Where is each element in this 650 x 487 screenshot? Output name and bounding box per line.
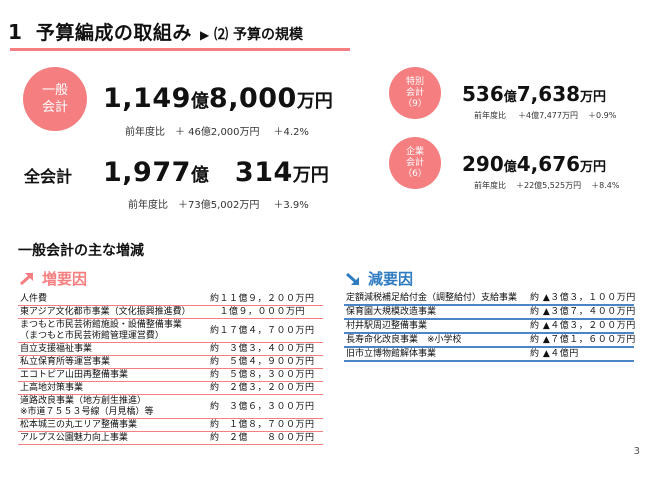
enterprise-account-badge-label: 企業 会計 （6） bbox=[403, 146, 427, 179]
triangle-right-icon: ▶ bbox=[199, 28, 210, 42]
page-subtitle: ⑵ 予算の規模 bbox=[214, 27, 304, 43]
increase-factors-heading: 増要因 bbox=[19, 268, 87, 289]
table-row: 保育園大規模改造事業約 ▲３億７，４００万円 bbox=[344, 306, 635, 320]
table-row: 長寿命化改良事業 ※小学校約 ▲７億１，６００万円 bbox=[344, 334, 635, 348]
general-account-badge: 一般 会計 bbox=[23, 67, 87, 131]
decrease-factors-table: 定額減税補足給付金（調整給付）支給事業約 ▲３億３，１００万円 保育園大規模改造… bbox=[344, 292, 635, 362]
section-number: 1 bbox=[8, 20, 22, 44]
general-account-amount: 1,149億8,000万円 bbox=[103, 83, 333, 114]
table-row: 上高地対策事業約 ２億３，２００万円 bbox=[18, 382, 323, 395]
all-accounts-comparison: 前年度比 ＋73億5,002万円 ＋3.9% bbox=[128, 200, 309, 211]
enterprise-account-comparison: 前年度比 ＋22億5,525万円 ＋8.4% bbox=[474, 181, 620, 190]
increase-factors-table: 人件費 約１１億９，２００万円 東アジア文化都市事業（文化振興推進費） １億９，０… bbox=[18, 293, 323, 445]
table-row: 東アジア文化都市事業（文化振興推進費） １億９，０００万円 bbox=[18, 306, 323, 319]
enterprise-account-badge: 企業 会計 （6） bbox=[389, 137, 441, 189]
header-divider bbox=[10, 48, 350, 51]
page-number: 3 bbox=[633, 446, 640, 457]
table-row: アルプス公園魅力向上事業約 ２億 ８００万円 bbox=[18, 432, 323, 445]
decrease-factors-heading: 減要因 bbox=[345, 268, 413, 289]
table-row: まつもと市民芸術館施設・設備整備事業 （まつもと市民芸術館管理運営費） 約１７億４… bbox=[18, 319, 323, 343]
general-account-comparison: 前年度比＋ 46億2,000万円 ＋4.2% bbox=[125, 127, 309, 138]
table-row: 人件費 約１１億９，２００万円 bbox=[18, 293, 323, 306]
page-title: 予算編成の取組み bbox=[35, 22, 192, 44]
enterprise-account-amount: 290億4,676万円 bbox=[462, 152, 607, 176]
page-header: 1 予算編成の取組み ▶ ⑵ 予算の規模 bbox=[8, 18, 303, 45]
general-account-badge-label: 一般 会計 bbox=[41, 83, 68, 115]
section-title: 一般会計の主な増減 bbox=[18, 243, 144, 259]
special-account-comparison: 前年度比 ＋4億7,477万円 ＋0.9% bbox=[474, 111, 617, 120]
table-row: エコトピア山田再整備事業約 ５億８，３００万円 bbox=[18, 369, 323, 382]
table-row: 自立支援福祉事業約 ３億３，４００万円 bbox=[18, 343, 323, 356]
special-account-amount: 536億7,638万円 bbox=[462, 82, 607, 106]
arrow-down-right-icon bbox=[345, 272, 359, 285]
table-row: 松本城三の丸エリア整備事業約 １億８，７００万円 bbox=[18, 419, 323, 432]
special-account-badge-label: 特別 会計 （9） bbox=[403, 76, 427, 109]
all-accounts-amount: 1,977億 314万円 bbox=[103, 157, 329, 188]
special-account-badge: 特別 会計 （9） bbox=[389, 67, 441, 119]
table-row: 定額減税補足給付金（調整給付）支給事業約 ▲３億３，１００万円 bbox=[344, 292, 635, 306]
arrow-up-right-icon bbox=[19, 272, 33, 285]
table-row: 村井駅周辺整備事業約 ▲４億３，２００万円 bbox=[344, 320, 635, 334]
table-row: 旧市立博物館解体事業約 ▲４億円 bbox=[344, 348, 634, 362]
all-accounts-label: 全会計 bbox=[24, 167, 73, 186]
table-row: 私立保育所等運営事業約 ５億４，９００万円 bbox=[18, 356, 323, 369]
table-row: 道路改良事業（地方創生推進） ※市道７５５３号線（月見橋）等約 ３億６，３００万… bbox=[18, 395, 323, 419]
